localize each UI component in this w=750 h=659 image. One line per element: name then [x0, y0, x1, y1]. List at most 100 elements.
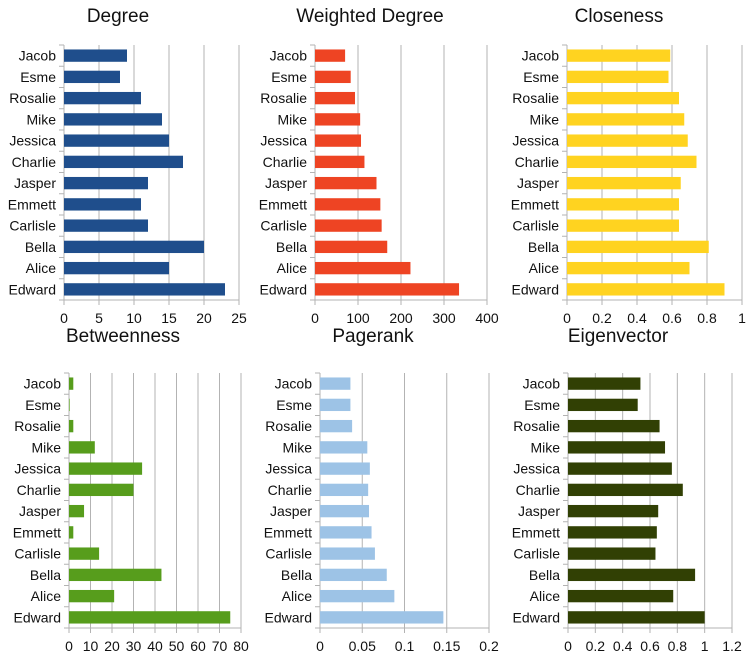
- betweenness-bar-alice: [69, 589, 115, 603]
- degree-category-label: Emmett: [8, 196, 56, 212]
- pagerank-tick-label: 0: [316, 638, 324, 654]
- degree-bar-bella: [64, 240, 204, 254]
- pagerank-category-label: Carlisle: [265, 546, 312, 562]
- betweenness-tick-label: 70: [212, 638, 228, 654]
- betweenness-category-label: Mike: [31, 439, 61, 455]
- weighted-degree-category-label: Jessica: [260, 133, 307, 149]
- degree-chart-title: Degree: [87, 6, 149, 27]
- closeness-bar-jessica: [567, 134, 688, 147]
- betweenness-category-label: Jacob: [24, 376, 62, 392]
- eigenvector-category-label: Carlisle: [513, 546, 560, 562]
- pagerank-bar-carlisle: [320, 547, 375, 560]
- closeness-bar-jacob: [567, 49, 671, 62]
- pagerank-category-label: Jessica: [265, 461, 312, 477]
- weighted-degree-category-label: Jasper: [265, 175, 307, 191]
- eigenvector-bar-carlisle: [568, 547, 656, 560]
- eigenvector-bar-emmett: [568, 526, 657, 539]
- degree-bar-jessica: [64, 134, 169, 147]
- betweenness-category-label: Alice: [31, 588, 62, 604]
- betweenness-tick-label: 40: [147, 638, 163, 654]
- betweenness-bar-jessica: [69, 462, 143, 475]
- pagerank-bar-rosalie: [320, 419, 353, 433]
- closeness-bar-bella: [567, 240, 709, 254]
- pagerank-category-label: Charlie: [268, 482, 313, 498]
- eigenvector-bar-edward: [568, 611, 705, 624]
- weighted-degree-category-label: Charlie: [263, 154, 308, 170]
- eigenvector-bar-mike: [568, 441, 666, 454]
- weighted-degree-tick-label: 100: [346, 310, 370, 326]
- eigenvector-bar-esme: [568, 398, 638, 412]
- pagerank-bar-alice: [320, 589, 395, 603]
- degree-bar-edward: [64, 283, 225, 296]
- degree-bar-esme: [64, 70, 120, 84]
- pagerank-tick-label: 0.05: [349, 638, 376, 654]
- degree-category-label: Mike: [26, 111, 56, 127]
- weighted-degree-bar-mike: [315, 113, 361, 126]
- weighted-degree-chart-title: Weighted Degree: [296, 6, 444, 27]
- pagerank-bar-emmett: [320, 526, 372, 539]
- closeness-category-label: Mike: [529, 111, 559, 127]
- betweenness-category-label: Charlie: [17, 482, 62, 498]
- pagerank-tick-label: 0.1: [395, 638, 415, 654]
- degree-category-label: Edward: [9, 281, 56, 297]
- eigenvector-bar-charlie: [568, 483, 683, 497]
- weighted-degree-category-label: Esme: [271, 69, 307, 85]
- eigenvector-bar-jacob: [568, 377, 641, 390]
- eigenvector-chart: Eigenvector Jacob Esme Rosalie Mike Jessica Ch…: [512, 326, 742, 654]
- betweenness-bar-mike: [69, 441, 95, 454]
- eigenvector-category-label: Bella: [529, 567, 560, 583]
- closeness-category-label: Jessica: [512, 133, 559, 149]
- betweenness-tick-label: 50: [169, 638, 185, 654]
- closeness-tick-label: 0.8: [697, 310, 717, 326]
- pagerank-chart: Pagerank Jacob Esme Rosalie Mike Jessica Charl…: [264, 326, 499, 654]
- pagerank-category-label: Rosalie: [265, 418, 312, 434]
- degree-bar-charlie: [64, 155, 183, 169]
- eigenvector-tick-label: 1.2: [722, 638, 742, 654]
- closeness-category-label: Alice: [529, 260, 560, 276]
- weighted-degree-bar-edward: [315, 283, 460, 296]
- closeness-chart: Closeness Jacob Esme Rosalie Mike Jessica Char…: [511, 6, 746, 326]
- weighted-degree-tick-label: 300: [432, 310, 456, 326]
- eigenvector-tick-label: 0.4: [613, 638, 633, 654]
- betweenness-category-label: Esme: [25, 397, 61, 413]
- pagerank-category-label: Mike: [282, 439, 312, 455]
- weighted-degree-bar-bella: [315, 240, 388, 254]
- closeness-tick-label: 0.4: [627, 310, 647, 326]
- degree-category-label: Rosalie: [9, 90, 56, 106]
- eigenvector-chart-title: Eigenvector: [568, 326, 669, 347]
- eigenvector-category-label: Edward: [513, 609, 560, 625]
- closeness-bar-esme: [567, 70, 669, 84]
- eigenvector-category-label: Charlie: [516, 482, 561, 498]
- closeness-tick-label: 0.6: [662, 310, 682, 326]
- pagerank-category-label: Jasper: [270, 503, 312, 519]
- betweenness-tick-label: 10: [83, 638, 99, 654]
- weighted-degree-tick-label: 400: [475, 310, 499, 326]
- weighted-degree-category-label: Bella: [276, 239, 307, 255]
- eigenvector-category-label: Jasper: [518, 503, 560, 519]
- weighted-degree-bar-alice: [315, 261, 411, 275]
- weighted-degree-category-label: Rosalie: [260, 90, 307, 106]
- closeness-bar-alice: [567, 261, 690, 275]
- betweenness-bar-carlisle: [69, 547, 100, 560]
- eigenvector-tick-label: 1: [701, 638, 709, 654]
- degree-bar-carlisle: [64, 219, 148, 232]
- degree-category-label: Jasper: [14, 175, 56, 191]
- betweenness-tick-label: 0: [65, 638, 73, 654]
- betweenness-chart-title: Betweenness: [66, 326, 180, 347]
- eigenvector-category-label: Rosalie: [513, 418, 560, 434]
- weighted-degree-bar-charlie: [315, 155, 365, 169]
- closeness-bar-mike: [567, 113, 685, 126]
- eigenvector-tick-label: 0.6: [640, 638, 660, 654]
- betweenness-category-label: Rosalie: [14, 418, 61, 434]
- degree-category-label: Alice: [26, 260, 57, 276]
- betweenness-bar-edward: [69, 611, 231, 624]
- closeness-category-label: Rosalie: [512, 90, 559, 106]
- eigenvector-category-label: Esme: [524, 397, 560, 413]
- degree-category-label: Charlie: [12, 154, 57, 170]
- pagerank-bar-charlie: [320, 483, 369, 497]
- degree-tick-label: 20: [196, 310, 212, 326]
- weighted-degree-chart: Weighted Degree Jacob Esme Rosalie Mike Jessi…: [259, 6, 499, 326]
- weighted-degree-bar-jacob: [315, 49, 346, 62]
- betweenness-tick-label: 30: [126, 638, 142, 654]
- closeness-bar-edward: [567, 283, 725, 296]
